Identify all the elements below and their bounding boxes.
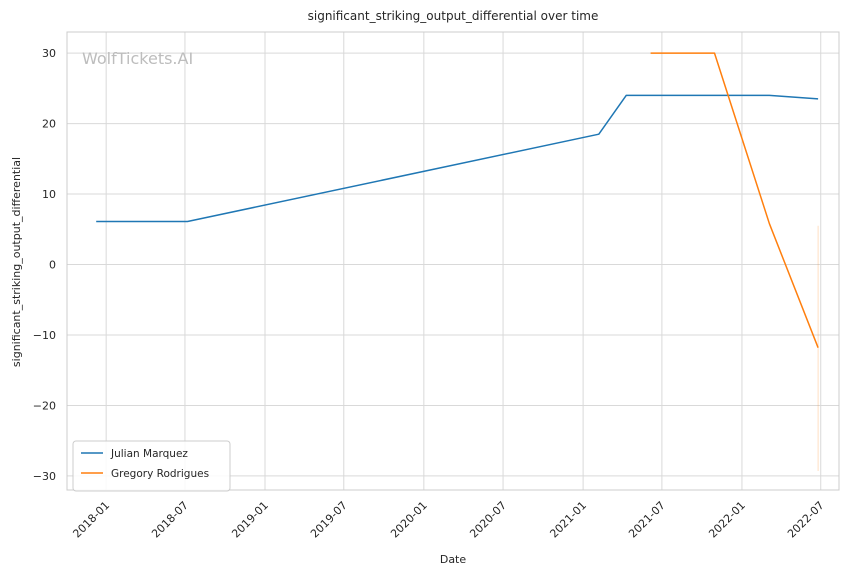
y-tick-label: 20	[42, 118, 56, 131]
x-tick-label: 2021-07	[626, 499, 668, 541]
x-tick-label: 2022-07	[785, 499, 827, 541]
legend-label: Julian Marquez	[110, 448, 188, 460]
legend-box	[72, 440, 231, 492]
y-tick-label: 10	[42, 188, 56, 201]
x-tick-label: 2019-07	[308, 499, 350, 541]
x-tick-label: 2021-01	[547, 499, 589, 541]
y-tick-label: −20	[33, 399, 56, 412]
chart-title: significant_striking_output_differential…	[308, 9, 599, 23]
x-tick-label: 2020-07	[467, 499, 509, 541]
plot-frame	[66, 31, 840, 491]
y-tick-label: −10	[33, 329, 56, 342]
watermark: WolfTickets.AI	[82, 49, 193, 68]
y-tick-label: −30	[33, 470, 56, 483]
y-tick-label: 30	[42, 47, 56, 60]
series-line-julian-marquez	[96, 94, 819, 223]
series-line-gregory-rodrigues	[650, 52, 819, 348]
x-tick-label: 2018-01	[70, 499, 112, 541]
x-tick-label: 2022-01	[706, 499, 748, 541]
legend-label: Gregory Rodrigues	[111, 468, 209, 480]
x-tick-label: 2020-01	[388, 499, 430, 541]
x-tick-label: 2019-01	[229, 499, 271, 541]
x-tick-label: 2018-07	[149, 499, 191, 541]
legend: Julian Marquez Gregory Rodrigues	[72, 440, 231, 492]
y-tick-label: 0	[49, 259, 56, 272]
y-axis-label: significant_striking_output_differential	[10, 157, 23, 367]
x-axis-label: Date	[440, 553, 467, 566]
